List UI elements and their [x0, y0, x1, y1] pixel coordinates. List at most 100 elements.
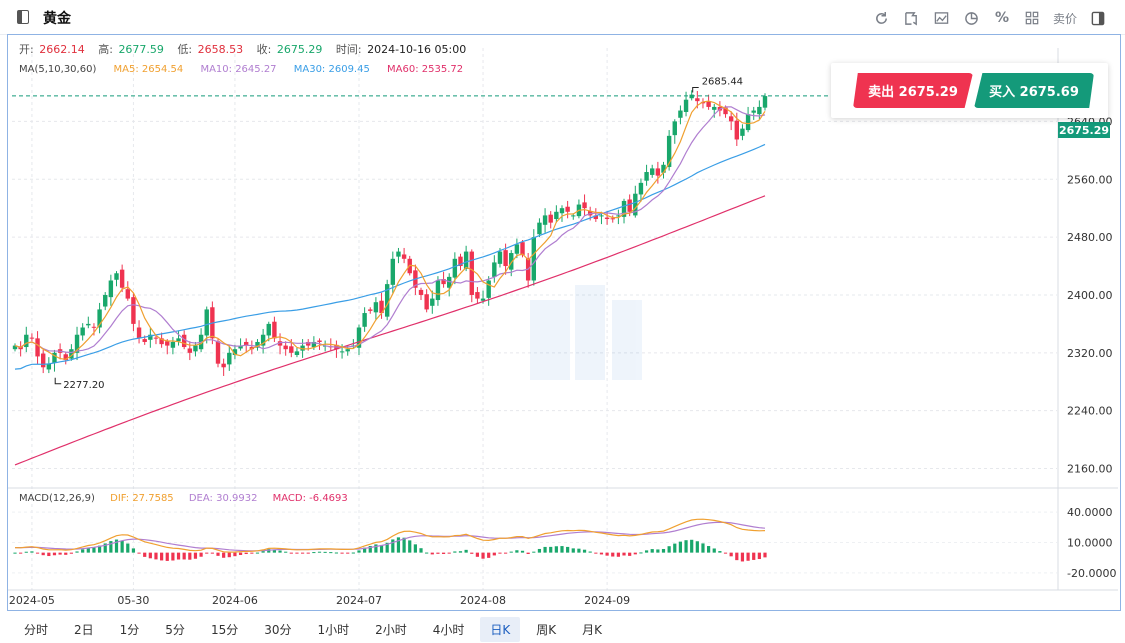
- chart-toolbar: % 卖价: [867, 8, 1113, 28]
- candle-body: [69, 349, 74, 359]
- candle-body: [751, 110, 756, 113]
- period-4h[interactable]: 4小时: [432, 623, 465, 637]
- macd-tick-label: -20.0000: [1067, 567, 1116, 580]
- candle-body: [689, 94, 694, 99]
- percent-icon[interactable]: %: [994, 10, 1009, 26]
- macd-bar: [639, 552, 643, 554]
- macd-bar: [205, 552, 209, 554]
- indicator-icon[interactable]: [927, 8, 957, 28]
- candle-body: [559, 208, 565, 214]
- candle-body: [452, 258, 458, 278]
- period-weekly[interactable]: 周K: [536, 623, 557, 637]
- sidebar-toggle-icon[interactable]: [17, 10, 29, 24]
- macd-bar: [537, 548, 542, 553]
- period-daily[interactable]: 日K: [480, 617, 521, 642]
- macd-bar: [13, 552, 17, 554]
- candle-body: [548, 214, 553, 223]
- period-2h[interactable]: 2小时: [375, 623, 407, 637]
- candle-body: [593, 215, 599, 220]
- macd-bar: [684, 540, 688, 553]
- ma30-value: MA30: 2609.45: [293, 64, 370, 75]
- macd-bar: [396, 537, 401, 553]
- top-bar: 黄金 % 卖价: [0, 0, 1125, 35]
- macd-bar: [255, 552, 260, 554]
- macd-bar: [430, 552, 434, 555]
- candle-body: [232, 349, 238, 355]
- candle-body: [514, 244, 520, 254]
- period-15m[interactable]: 15分: [210, 623, 239, 637]
- ma-label: MA(5,10,30,60): [19, 64, 97, 75]
- macd-bar: [588, 551, 592, 553]
- period-5m[interactable]: 5分: [165, 623, 185, 637]
- buy-button[interactable]: 买入 2675.69: [974, 73, 1094, 108]
- candle-body: [339, 351, 345, 353]
- macd-bar: [464, 549, 468, 553]
- period-1h[interactable]: 1小时: [317, 623, 350, 637]
- candle-body: [260, 334, 266, 346]
- layout-icon[interactable]: [1017, 8, 1047, 28]
- low-value: 2658.53: [197, 43, 244, 56]
- candle-body: [638, 182, 644, 195]
- y-tick-label: 2240.00: [1067, 405, 1113, 418]
- macd-bar: [611, 552, 615, 557]
- candle-body: [390, 258, 396, 285]
- period-30m[interactable]: 30分: [264, 623, 292, 637]
- refresh-icon[interactable]: [867, 8, 897, 28]
- candle-body: [672, 121, 677, 136]
- candle-body: [227, 352, 232, 365]
- macd-bar: [64, 552, 68, 555]
- macd-bar: [515, 550, 519, 553]
- candle-body: [277, 341, 283, 346]
- candle-body: [740, 128, 745, 136]
- macd-bar: [549, 546, 553, 553]
- candle-body: [616, 215, 621, 217]
- macd-bar: [492, 552, 496, 556]
- candle-body: [542, 215, 548, 225]
- macd-bar: [30, 551, 34, 553]
- draw-icon[interactable]: [897, 8, 927, 28]
- period-2d[interactable]: 2日: [74, 623, 94, 637]
- macd-bar: [729, 552, 733, 557]
- macd-bar: [41, 552, 45, 556]
- candle-body: [655, 168, 661, 176]
- candle-body: [469, 251, 474, 295]
- macd-bar: [312, 552, 316, 554]
- candle-body: [283, 345, 288, 350]
- macd-bar: [227, 552, 231, 558]
- candle-body: [604, 217, 610, 220]
- candle-body: [424, 294, 429, 310]
- macd-bar: [143, 552, 147, 557]
- sell-button[interactable]: 卖出 2675.29: [853, 73, 973, 108]
- pie-icon[interactable]: [957, 8, 987, 28]
- period-timeshare[interactable]: 分时: [24, 623, 49, 637]
- candle-body: [91, 326, 97, 328]
- macd-bar: [188, 552, 192, 560]
- x-tick-label: 2024-05: [9, 594, 55, 607]
- candle-body: [176, 338, 181, 342]
- panel-toggle-icon[interactable]: [1083, 8, 1113, 28]
- symbol-title: 黄金: [43, 11, 71, 27]
- candle-body: [103, 294, 108, 307]
- macd-bar: [267, 549, 271, 553]
- macd-bar: [24, 551, 28, 553]
- candle-body: [170, 341, 176, 348]
- sell-price-toggle[interactable]: 卖价: [1052, 11, 1077, 26]
- period-monthly[interactable]: 月K: [582, 623, 603, 637]
- candle-body: [492, 262, 497, 277]
- candle-body: [475, 292, 480, 299]
- ma10-line: [14, 106, 766, 354]
- period-1m[interactable]: 1分: [119, 623, 140, 637]
- candle-body: [238, 345, 243, 349]
- macd-bar: [374, 544, 378, 553]
- ma60-line: [14, 195, 766, 466]
- macd-legend: MACD(12,26,9) DIF: 27.7585 DEA: 30.9932 …: [19, 493, 360, 504]
- macd-bar: [752, 552, 756, 560]
- candle-body: [108, 280, 114, 298]
- candle-body: [633, 193, 638, 216]
- candle-body: [204, 309, 209, 336]
- candle-body: [571, 215, 576, 217]
- macd-bar: [19, 552, 23, 554]
- macd-bar: [131, 548, 136, 553]
- macd-bar: [441, 552, 446, 554]
